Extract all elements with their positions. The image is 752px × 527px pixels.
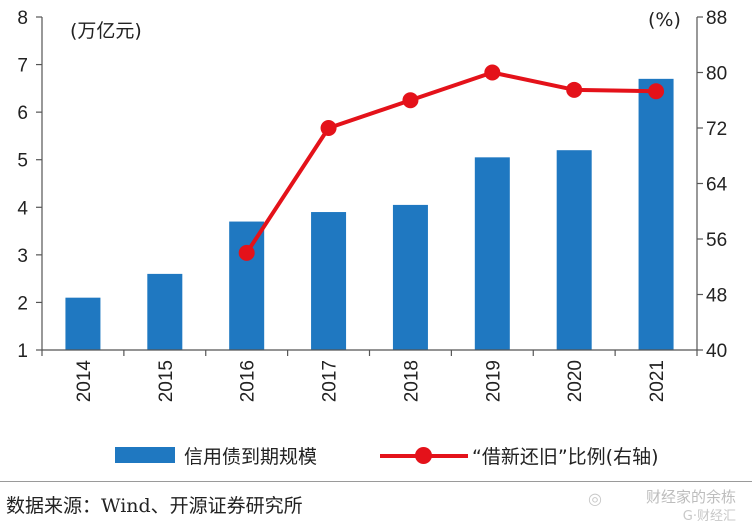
divider [0, 481, 752, 482]
right-tick-label: 40 [706, 341, 727, 362]
right-tick-label: 48 [706, 286, 727, 307]
right-tick-label: 72 [706, 119, 727, 140]
left-axis-unit: (万亿元) [70, 20, 142, 42]
bar [392, 204, 428, 350]
legend-line-label: “借新还旧”比例(右轴) [472, 446, 659, 468]
source-note: 数据来源：Wind、开源证券研究所 [6, 495, 303, 517]
bar [638, 78, 674, 350]
bar-series [65, 78, 674, 350]
x-tick-label: 2014 [74, 360, 95, 403]
x-axis: 2014 2015 2016 2017 2018 2019 2020 2021 [41, 349, 698, 403]
left-tick-label: 5 [17, 151, 28, 172]
legend-bar-label: 信用债到期规模 [184, 446, 318, 468]
bar [65, 297, 101, 350]
line-point [566, 81, 583, 98]
x-tick-label: 2015 [156, 360, 177, 402]
left-tick-label: 8 [17, 8, 28, 29]
x-tick-label: 2020 [565, 360, 586, 402]
left-tick-label: 2 [17, 293, 28, 314]
line-point [320, 120, 337, 136]
right-tick-label: 80 [706, 64, 727, 85]
line-point [238, 244, 255, 261]
legend: 信用债到期规模 “借新还旧”比例(右轴) [0, 436, 752, 476]
watermark: ◎ 财经家的余栋 G·财经汇 [584, 486, 744, 524]
right-tick-label: 56 [706, 230, 727, 251]
line-series [238, 64, 665, 261]
left-tick-label: 6 [17, 103, 28, 124]
left-tick-label: 1 [17, 341, 28, 362]
line-point [648, 83, 665, 100]
left-tick-label: 7 [17, 56, 28, 77]
x-tick-label: 2021 [647, 360, 668, 402]
bar [147, 273, 183, 350]
right-y-axis: 40 48 56 64 72 80 88 [696, 8, 728, 362]
wechat-icon: ◎ [588, 489, 602, 508]
x-tick-label: 2018 [401, 360, 422, 402]
bar [474, 157, 510, 350]
x-tick-label: 2019 [483, 360, 504, 402]
left-tick-label: 4 [17, 198, 28, 219]
x-tick-label: 2017 [320, 360, 341, 402]
watermark-sub: G·财经汇 [682, 509, 736, 524]
legend-line-marker [415, 447, 432, 464]
watermark-text: 财经家的余栋 [645, 488, 736, 506]
line-point [402, 92, 419, 109]
bar [556, 150, 592, 350]
bar [229, 221, 265, 350]
right-tick-label: 64 [706, 175, 728, 196]
legend-bar-swatch [115, 447, 175, 463]
bar [311, 212, 347, 350]
left-y-axis: 1 2 3 4 5 6 7 8 [17, 8, 43, 362]
x-tick-label: 2016 [238, 360, 259, 402]
ratio-line [245, 70, 657, 254]
right-axis-unit: (%) [648, 9, 681, 31]
right-tick-label: 88 [706, 8, 727, 29]
left-tick-label: 3 [17, 246, 28, 267]
line-point [484, 64, 501, 81]
